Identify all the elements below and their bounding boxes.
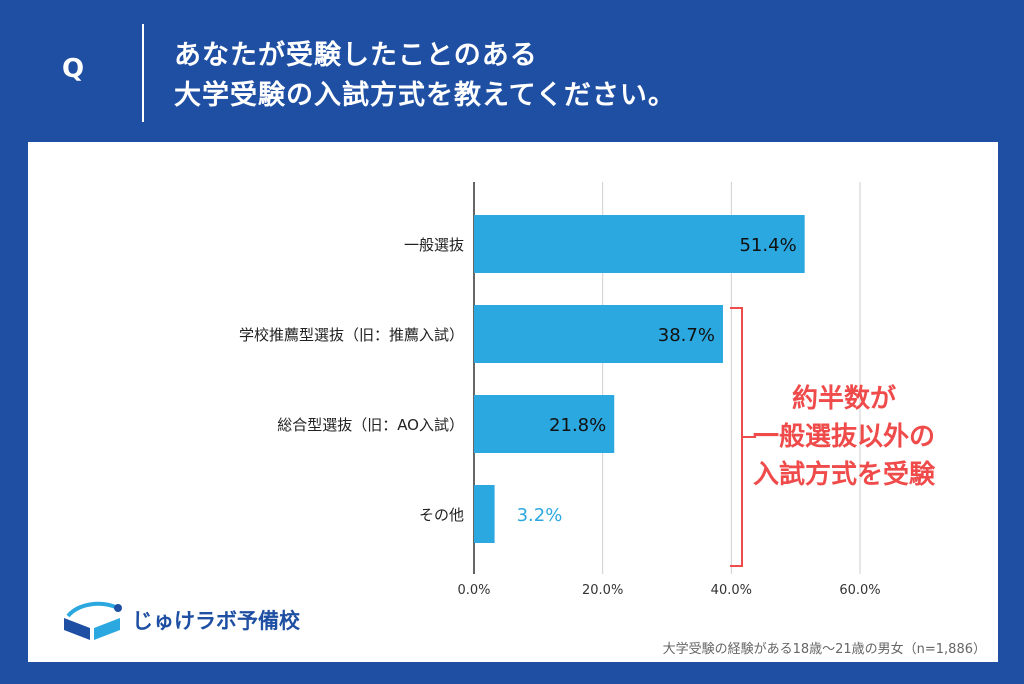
x-tick-label: 60.0% bbox=[839, 583, 880, 598]
sample-note: 大学受験の経験がある18歳～21歳の男女（n=1,886） bbox=[662, 642, 986, 657]
question-text: あなたが受験したことのある 大学受験の入試方式を教えてください。 bbox=[174, 36, 676, 116]
question-mark-label: Q bbox=[62, 54, 85, 84]
x-tick-label: 20.0% bbox=[582, 583, 623, 598]
data-label: 38.7% bbox=[658, 325, 715, 346]
category-label: 学校推薦型選抜（旧：推薦入試） bbox=[239, 326, 464, 344]
annotation-bracket bbox=[730, 307, 756, 567]
bar-2 bbox=[474, 395, 615, 453]
question-line-1: あなたが受験したことのある bbox=[174, 40, 538, 71]
annotation-line-3: 入試方式を受験 bbox=[752, 460, 935, 490]
category-label: 一般選抜 bbox=[404, 236, 464, 254]
bar-1 bbox=[474, 305, 723, 363]
data-label: 3.2% bbox=[517, 505, 563, 526]
logo: じゅけラボ予備校 bbox=[60, 598, 300, 642]
bar-chart: 0.0% 20.0% 40.0% 60.0% 一般選抜 51.4% 学校推薦型選抜（旧：推薦… bbox=[239, 182, 881, 598]
bar-0 bbox=[474, 215, 805, 273]
bar-3 bbox=[474, 485, 495, 543]
header: Q あなたが受験したことのある 大学受験の入試方式を教えてください。 bbox=[0, 0, 1024, 140]
book-logo-icon bbox=[64, 601, 122, 640]
annotation-line-2: 一般選抜以外の bbox=[752, 422, 935, 452]
logo-text: じゅけラボ予備校 bbox=[132, 609, 300, 633]
category-label: 総合型選抜（旧：AO入試） bbox=[277, 416, 464, 434]
annotation-text: 約半数が 一般選抜以外の 入試方式を受験 bbox=[724, 380, 964, 494]
data-label: 21.8% bbox=[549, 415, 606, 436]
chart-panel: 0.0% 20.0% 40.0% 60.0% 一般選抜 51.4% 学校推薦型選抜（旧：推薦… bbox=[28, 142, 998, 662]
question-line-2: 大学受験の入試方式を教えてください。 bbox=[174, 80, 676, 111]
x-tick-label: 0.0% bbox=[457, 583, 490, 598]
data-label: 51.4% bbox=[739, 235, 796, 256]
header-divider bbox=[142, 24, 144, 122]
x-tick-label: 40.0% bbox=[711, 583, 752, 598]
annotation-line-1: 約半数が bbox=[791, 384, 896, 414]
category-label: その他 bbox=[419, 506, 464, 524]
